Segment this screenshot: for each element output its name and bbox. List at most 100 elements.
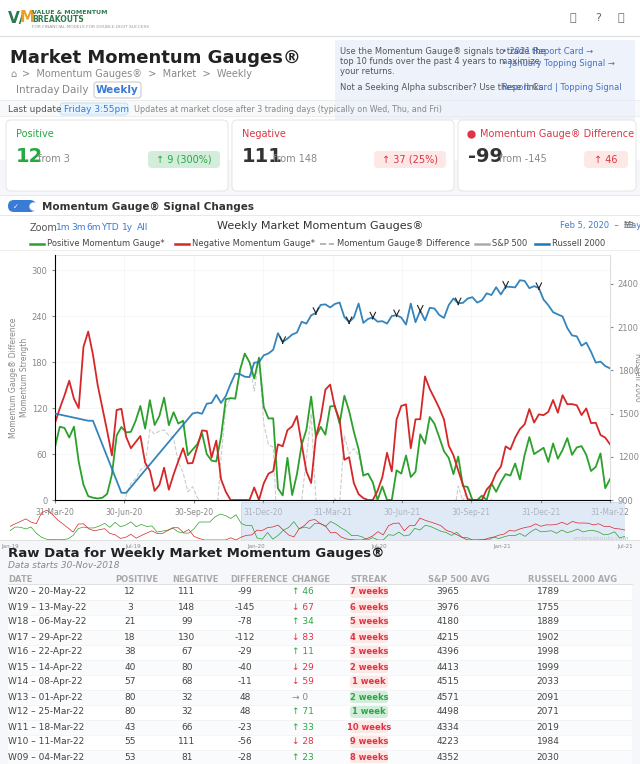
Text: Positive Momentum Gauge*: Positive Momentum Gauge* — [47, 239, 164, 248]
Text: 32: 32 — [181, 707, 193, 717]
FancyBboxPatch shape — [350, 691, 388, 703]
FancyBboxPatch shape — [8, 630, 632, 645]
Text: BREAKOUTS: BREAKOUTS — [32, 15, 84, 24]
FancyBboxPatch shape — [0, 195, 640, 215]
Text: Positive: Positive — [16, 129, 54, 139]
Text: 1m: 1m — [56, 224, 70, 232]
Text: from 3: from 3 — [35, 154, 70, 164]
Text: 4 weeks: 4 weeks — [349, 633, 388, 642]
Text: Weekly: Weekly — [96, 85, 139, 95]
Text: ↑ 23: ↑ 23 — [292, 753, 314, 762]
Text: ↑ 46: ↑ 46 — [292, 588, 314, 597]
Text: Daily: Daily — [62, 85, 88, 95]
FancyBboxPatch shape — [0, 215, 640, 540]
Text: 53: 53 — [124, 753, 136, 762]
FancyBboxPatch shape — [6, 120, 228, 191]
Text: >  Momentum Gauges®  >  Market  >  Weekly: > Momentum Gauges® > Market > Weekly — [22, 69, 252, 79]
Text: 3 weeks: 3 weeks — [350, 648, 388, 656]
Text: 1999: 1999 — [536, 662, 559, 672]
Text: CHANGE: CHANGE — [292, 575, 331, 584]
Text: Use the Momentum Gauge® signals to trade the: Use the Momentum Gauge® signals to trade… — [340, 47, 546, 57]
Text: ↓ 83: ↓ 83 — [292, 633, 314, 642]
Text: ↑ 33: ↑ 33 — [292, 723, 314, 731]
Text: 80: 80 — [124, 692, 136, 701]
Text: 57: 57 — [124, 678, 136, 687]
Text: Jul-20: Jul-20 — [371, 544, 387, 549]
FancyBboxPatch shape — [0, 36, 640, 160]
Text: • January Topping Signal →: • January Topping Signal → — [502, 59, 615, 67]
FancyBboxPatch shape — [8, 200, 36, 212]
FancyBboxPatch shape — [94, 82, 141, 98]
Text: 2030: 2030 — [536, 753, 559, 762]
FancyBboxPatch shape — [350, 736, 388, 748]
Text: ↓ 28: ↓ 28 — [292, 737, 314, 746]
FancyBboxPatch shape — [458, 120, 636, 191]
Text: 81: 81 — [181, 753, 193, 762]
Text: Raw Data for Weekly Market Momentum Gauges®: Raw Data for Weekly Market Momentum Gaug… — [8, 548, 385, 561]
Text: 1 week: 1 week — [352, 707, 386, 717]
Text: 1889: 1889 — [536, 617, 559, 626]
Text: ↓ 59: ↓ 59 — [292, 678, 314, 687]
Text: Russell 2000: Russell 2000 — [552, 239, 605, 248]
Text: ↑ 37 (25%): ↑ 37 (25%) — [382, 155, 438, 165]
Text: -11: -11 — [237, 678, 252, 687]
FancyBboxPatch shape — [60, 103, 128, 115]
FancyBboxPatch shape — [335, 40, 635, 120]
Text: 130: 130 — [179, 633, 196, 642]
Text: → 0: → 0 — [292, 692, 308, 701]
Text: -40: -40 — [237, 662, 252, 672]
FancyBboxPatch shape — [8, 600, 632, 615]
Text: ≡: ≡ — [622, 218, 634, 232]
Text: 4396: 4396 — [436, 648, 460, 656]
FancyBboxPatch shape — [8, 690, 632, 705]
Text: 48: 48 — [239, 707, 251, 717]
Text: 8 weeks: 8 weeks — [350, 753, 388, 762]
Text: W17 – 29-Apr-22: W17 – 29-Apr-22 — [8, 633, 83, 642]
Text: 4413: 4413 — [436, 662, 460, 672]
Text: Negative: Negative — [242, 129, 286, 139]
Text: 9 weeks: 9 weeks — [350, 737, 388, 746]
Text: 4571: 4571 — [436, 692, 460, 701]
Text: 🔔: 🔔 — [570, 13, 577, 23]
FancyBboxPatch shape — [8, 660, 632, 675]
Text: 4498: 4498 — [436, 707, 460, 717]
FancyBboxPatch shape — [350, 676, 388, 688]
FancyBboxPatch shape — [8, 750, 632, 764]
Text: Updates at market close after 3 trading days (typically on Wed, Thu, and Fri): Updates at market close after 3 trading … — [134, 105, 442, 114]
Text: 1y: 1y — [122, 224, 132, 232]
Text: Weekly Market Momentum Gauges®: Weekly Market Momentum Gauges® — [217, 221, 423, 231]
Text: ↓ 29: ↓ 29 — [292, 662, 314, 672]
FancyBboxPatch shape — [8, 735, 632, 750]
Text: from -145: from -145 — [497, 154, 547, 164]
Text: ?: ? — [595, 13, 601, 23]
Text: 2033: 2033 — [536, 678, 559, 687]
FancyBboxPatch shape — [350, 661, 388, 673]
Text: 3m: 3m — [71, 224, 86, 232]
Text: W14 – 08-Apr-22: W14 – 08-Apr-22 — [8, 678, 83, 687]
Text: top 10 funds over the past 4 years to maximize: top 10 funds over the past 4 years to ma… — [340, 57, 540, 66]
Text: -28: -28 — [237, 753, 252, 762]
Text: -99: -99 — [468, 147, 503, 166]
FancyBboxPatch shape — [8, 675, 632, 690]
Text: W11 – 18-Mar-22: W11 – 18-Mar-22 — [8, 723, 84, 731]
Text: 99: 99 — [181, 617, 193, 626]
FancyBboxPatch shape — [8, 585, 632, 600]
Text: All: All — [136, 224, 148, 232]
Text: 6 weeks: 6 weeks — [349, 603, 388, 611]
Text: Jan-21: Jan-21 — [493, 544, 511, 549]
Text: 80: 80 — [181, 662, 193, 672]
Text: Jul-21: Jul-21 — [617, 544, 633, 549]
Text: V/: V/ — [8, 11, 26, 25]
FancyBboxPatch shape — [350, 706, 388, 718]
Text: ↑ 46: ↑ 46 — [595, 155, 618, 165]
Text: 32: 32 — [181, 692, 193, 701]
Text: POSITIVE: POSITIVE — [115, 575, 158, 584]
FancyBboxPatch shape — [0, 0, 640, 36]
Text: Intraday: Intraday — [16, 85, 60, 95]
Text: 1 week: 1 week — [352, 678, 386, 687]
Text: vmbreakouts.com: vmbreakouts.com — [573, 536, 630, 540]
FancyBboxPatch shape — [8, 705, 632, 720]
Text: ↑ 11: ↑ 11 — [292, 648, 314, 656]
Text: W16 – 22-Apr-22: W16 – 22-Apr-22 — [8, 648, 83, 656]
Text: ⌂: ⌂ — [10, 69, 16, 79]
